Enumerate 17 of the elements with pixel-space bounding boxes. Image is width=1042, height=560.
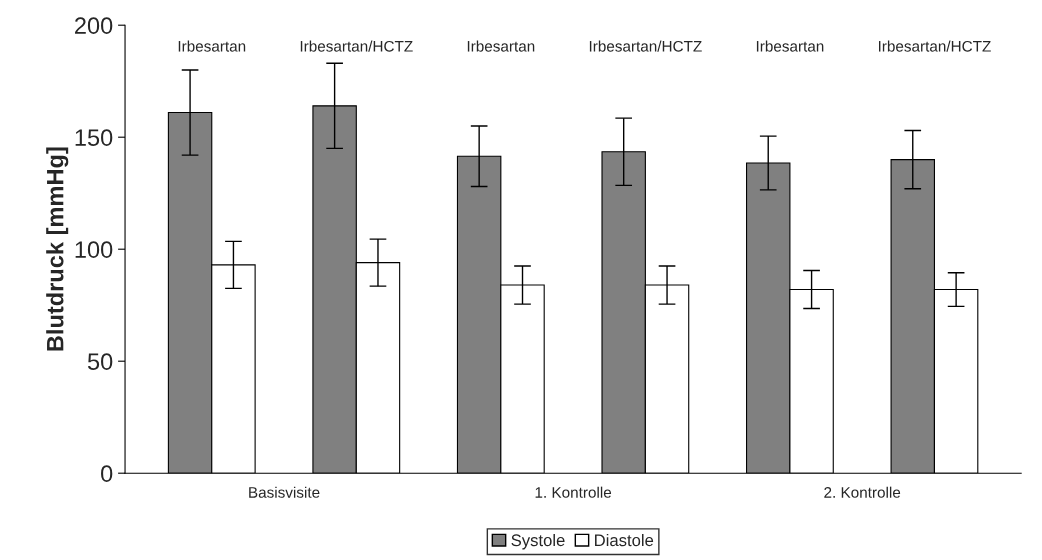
y-tick-label: 50 — [87, 353, 113, 370]
legend-label: Systole — [511, 533, 565, 550]
legend-label: Diastole — [595, 533, 654, 547]
text: 1. Kontrolle — [535, 486, 612, 498]
y-tick-label: 100 — [75, 241, 113, 258]
text: Basisvisite — [249, 486, 320, 498]
x-tick-label: Irbesartan — [178, 40, 246, 52]
x-tick-label: Irbesartan/HCTZ — [878, 40, 991, 52]
y-tick-label: 150 — [75, 129, 113, 146]
x-tick-label: Irbesartan — [756, 40, 824, 52]
x-tick-label: Irbesartan/HCTZ — [589, 40, 702, 52]
y-axis-title: Blutdruck [mmHg] — [46, 147, 69, 351]
y-tick-label: 200 — [75, 17, 113, 34]
y-tick-label: 0 — [101, 465, 113, 482]
x-tick-label: Irbesartan — [467, 40, 535, 52]
text: 2. Kontrolle — [824, 486, 901, 498]
x-tick-label: Irbesartan/HCTZ — [300, 40, 413, 52]
